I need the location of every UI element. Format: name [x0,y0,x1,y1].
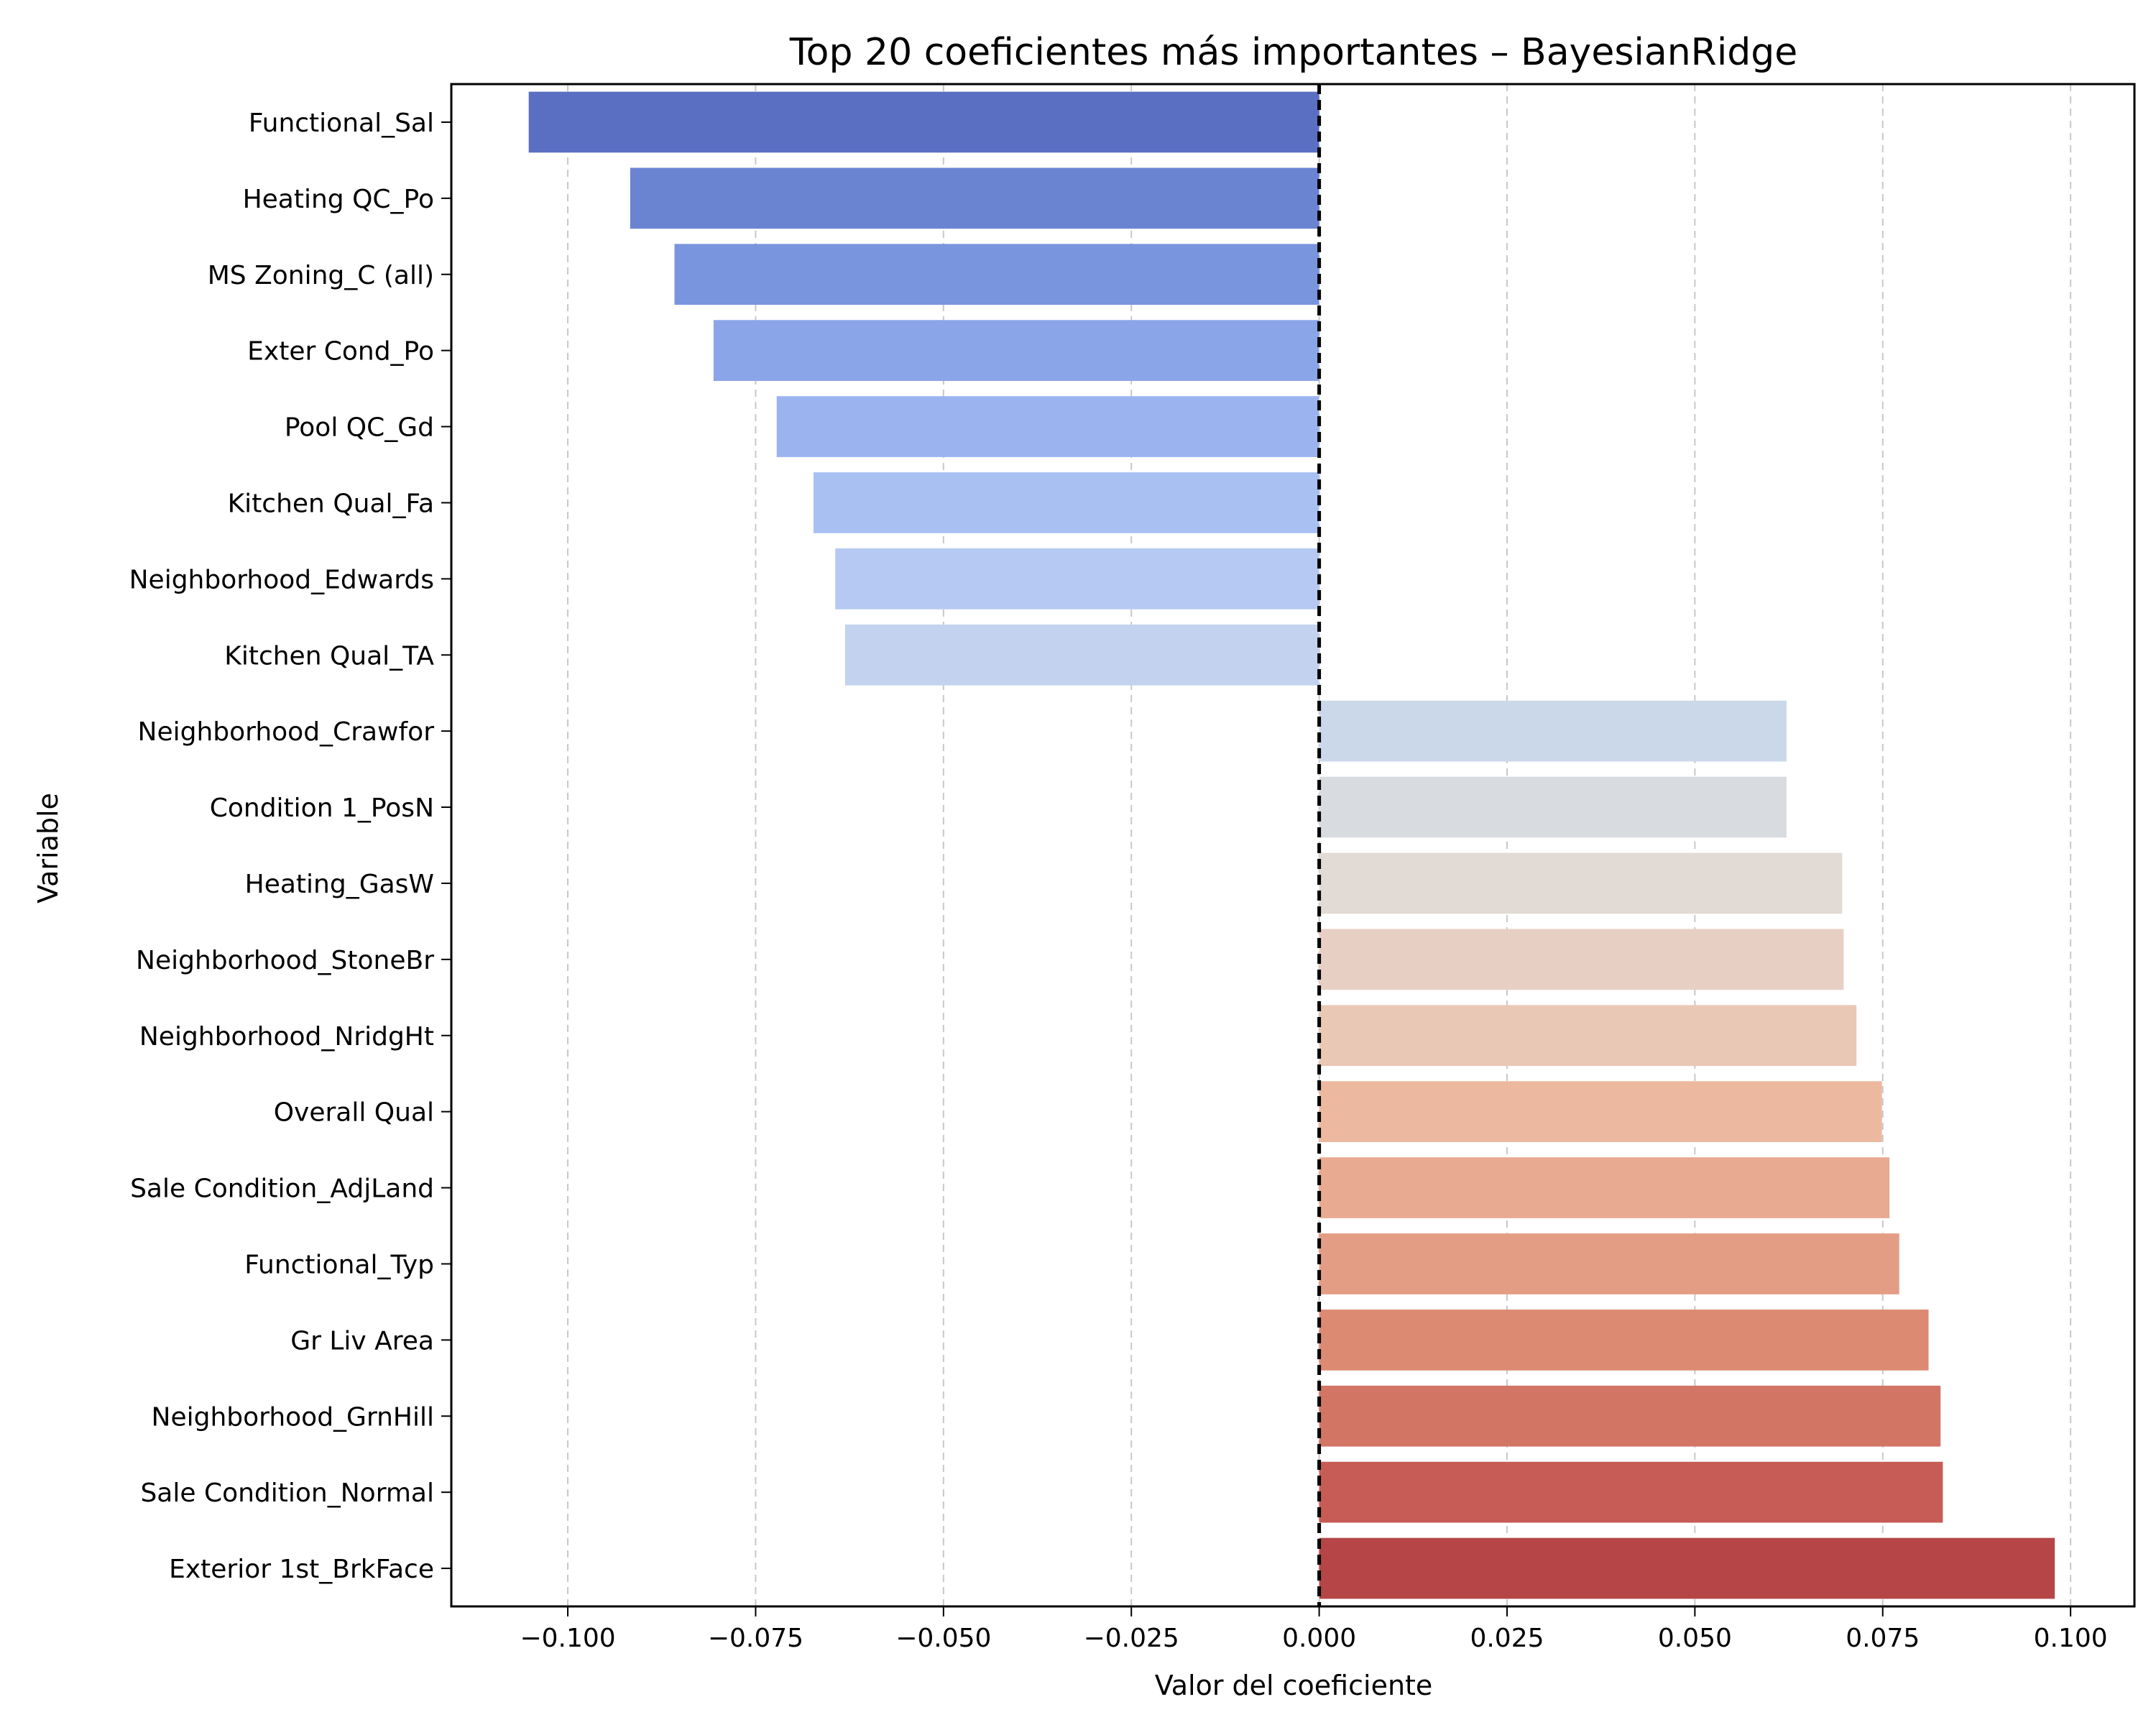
x-tick-label: −0.050 [895,1624,991,1653]
x-tick-label: −0.025 [1084,1624,1179,1653]
x-tick-label: −0.100 [520,1624,615,1653]
x-axis-label: Valor del coeficiente [1155,1670,1433,1701]
y-tick-label: Pool QC_Gd [285,413,434,443]
y-tick-label: Exter Cond_Po [247,337,434,367]
y-tick-label: Sale Condition_AdjLand [130,1174,434,1204]
bar [1319,700,1787,762]
x-tick-label: −0.075 [708,1624,803,1653]
bar [1319,1005,1857,1067]
bar [1319,1157,1890,1218]
bar [813,472,1319,533]
bar [1319,929,1844,990]
y-tick-label: Kitchen Qual_Fa [228,489,434,518]
y-tick-label: Heating QC_Po [243,185,434,214]
bar [1319,1537,2055,1599]
bar [674,244,1319,305]
y-tick-label: Heating_GasW [245,870,434,899]
y-tick-label: Neighborhood_Crawfor [138,717,435,747]
bar [1319,776,1787,838]
y-tick-label: Kitchen Qual_TA [224,641,434,671]
y-tick-label: Functional_Sal [249,109,434,138]
bar [713,320,1319,382]
x-tick-label: 0.050 [1658,1624,1732,1653]
y-axis: Functional_Sal Heating QC_Po MS Zoning_C (… [129,109,451,1584]
x-tick-label: 0.075 [1846,1624,1920,1653]
y-tick-label: Gr Liv Area [290,1326,434,1356]
y-tick-label: MS Zoning_C (all) [208,261,434,290]
x-tick-label: 0.000 [1282,1624,1356,1653]
chart-title: Top 20 coeficientes más importantes – Ba… [789,31,1798,74]
bar [1319,1385,1941,1447]
bar [1319,1233,1899,1294]
bar [528,91,1319,153]
bar [835,548,1319,610]
y-tick-label: Sale Condition_Normal [140,1478,434,1508]
y-tick-label: Overall Qual [274,1098,434,1128]
bar [1319,1081,1882,1143]
bar [630,167,1319,229]
bar [1319,852,1843,914]
plot-area-frame [450,83,2136,1608]
y-tick-label: Condition 1_PosN [210,794,434,823]
y-tick-label: Neighborhood_StoneBr [136,946,434,975]
y-tick-label: Neighborhood_GrnHill [152,1402,434,1432]
bar [844,624,1319,686]
y-axis-label: Variable [32,793,64,903]
bar [1319,1461,1943,1523]
y-tick-label: Neighborhood_Edwards [129,565,434,594]
bars [528,91,2055,1599]
x-tick-label: 0.100 [2034,1624,2108,1653]
x-tick-label: 0.025 [1470,1624,1544,1653]
y-tick-label: Functional_Typ [244,1250,434,1279]
bar [1319,1309,1929,1371]
bar [776,396,1319,457]
y-tick-label: Neighborhood_NridgHt [139,1022,434,1052]
y-tick-label: Exterior 1st_BrkFace [169,1555,434,1584]
x-axis: −0.100 −0.075 −0.050 −0.025 0.000 0.025 0.050 0… [520,1606,2108,1653]
